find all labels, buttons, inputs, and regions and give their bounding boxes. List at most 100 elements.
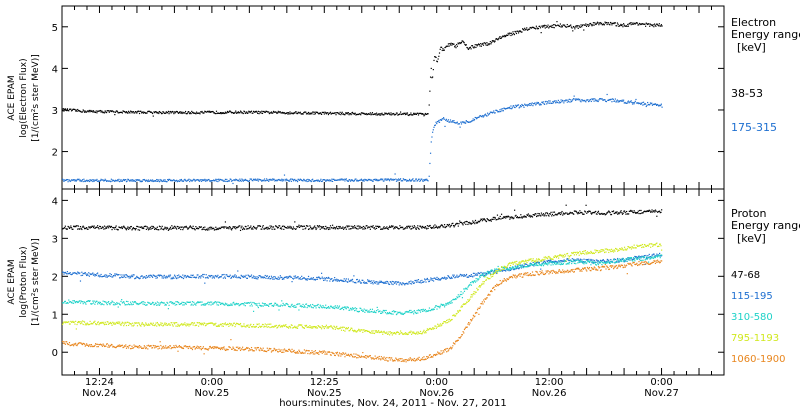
proton-data-point [581, 212, 583, 214]
proton-data-point [114, 323, 116, 325]
electron-data-point [169, 110, 172, 113]
electron-data-point [534, 27, 536, 29]
proton-data-point [208, 229, 210, 231]
proton-data-point [420, 332, 422, 335]
proton-data-point [360, 282, 362, 284]
electron-data-point [159, 178, 161, 181]
proton-data-point [397, 228, 400, 230]
electron-data-point [631, 22, 633, 24]
proton-data-point [446, 223, 448, 226]
proton-data-point [222, 277, 224, 279]
electron-data-point [378, 113, 380, 115]
electron-data-point [599, 97, 601, 100]
electron-data-point [460, 42, 462, 45]
proton-data-point [103, 322, 105, 325]
proton-data-point [479, 276, 481, 278]
electron-data-point [406, 179, 409, 182]
electron-data-point [654, 103, 656, 105]
electron-data-point [239, 110, 242, 112]
electron-data-point [427, 113, 429, 115]
proton-data-point [454, 315, 457, 317]
proton-data-point [244, 228, 246, 230]
proton-data-point [326, 327, 328, 329]
electron-data-point [613, 100, 615, 102]
proton-data-point [487, 219, 490, 221]
proton-data-point [632, 258, 635, 260]
proton-data-point [597, 211, 599, 213]
electron-data-point [434, 56, 436, 58]
proton-data-point [253, 226, 255, 228]
proton-data-point [435, 225, 437, 227]
proton-data-point [451, 318, 453, 321]
electron-data-point [393, 179, 395, 181]
electron-data-point [412, 114, 414, 116]
proton-data-point [114, 275, 117, 277]
proton-data-point [141, 275, 143, 277]
proton-data-point [252, 325, 254, 328]
electron-data-point [640, 23, 643, 25]
electron-data-point [70, 108, 72, 110]
proton-data-point [256, 227, 258, 229]
electron-data-point [626, 25, 628, 27]
electron-data-point [304, 180, 306, 182]
proton-data-point [345, 307, 347, 309]
proton-data-point [165, 324, 167, 326]
proton-data-point [82, 225, 84, 227]
proton-data-point [437, 277, 439, 280]
proton-data-point [377, 331, 379, 333]
electron-data-point [325, 113, 327, 115]
electron-data-point [252, 110, 255, 112]
electron-data-point [336, 112, 338, 114]
electron-data-point [313, 180, 315, 183]
proton-data-point [454, 224, 456, 227]
proton-data-point [75, 302, 77, 304]
electron-data-point [68, 179, 70, 181]
proton-data-point [369, 311, 371, 313]
electron-data-point [307, 113, 309, 115]
electron-data-point [258, 113, 260, 115]
electron-data-point [474, 116, 476, 119]
proton-data-point [103, 225, 106, 227]
proton-data-point [466, 288, 468, 290]
electron-data-point [590, 22, 592, 25]
proton-data-point [62, 227, 64, 230]
proton-data-point [422, 226, 424, 228]
electron-data-point [189, 112, 191, 114]
proton-data-point [307, 228, 310, 231]
proton-data-point [279, 326, 281, 328]
proton-data-point [597, 264, 600, 266]
proton-data-point [111, 324, 113, 326]
proton-data-point [248, 302, 250, 304]
electron-data-point [420, 178, 422, 180]
proton-data-point [212, 275, 214, 277]
electron-data-point [465, 120, 467, 122]
proton-data-point [444, 304, 446, 306]
electron-data-point [485, 114, 487, 117]
proton-data-point [88, 275, 90, 277]
electron-data-point [548, 102, 551, 104]
proton-data-point [196, 274, 198, 276]
electron-data-point [164, 179, 166, 181]
electron-data-point [270, 178, 272, 180]
proton-data-point [96, 273, 98, 275]
proton-data-point [401, 226, 403, 229]
proton-data-point [65, 228, 67, 230]
proton-data-point [437, 279, 439, 281]
proton-data-point [111, 228, 113, 231]
proton-data-point [206, 323, 209, 325]
proton-data-point [200, 226, 202, 228]
proton-data-point [198, 322, 200, 324]
proton-data-point [211, 274, 213, 277]
proton-data-point [246, 324, 248, 327]
proton-data-point [86, 273, 88, 275]
proton-data-point [202, 226, 205, 229]
electron-data-point [494, 40, 496, 42]
proton-data-point [101, 227, 103, 229]
proton-data-point [657, 254, 659, 256]
proton-data-point [207, 301, 209, 303]
electron-data-point [204, 180, 207, 182]
proton-data-point [518, 264, 521, 266]
electron-data-point [547, 102, 549, 104]
proton-data-point [420, 226, 422, 228]
electron-data-point [76, 110, 78, 112]
